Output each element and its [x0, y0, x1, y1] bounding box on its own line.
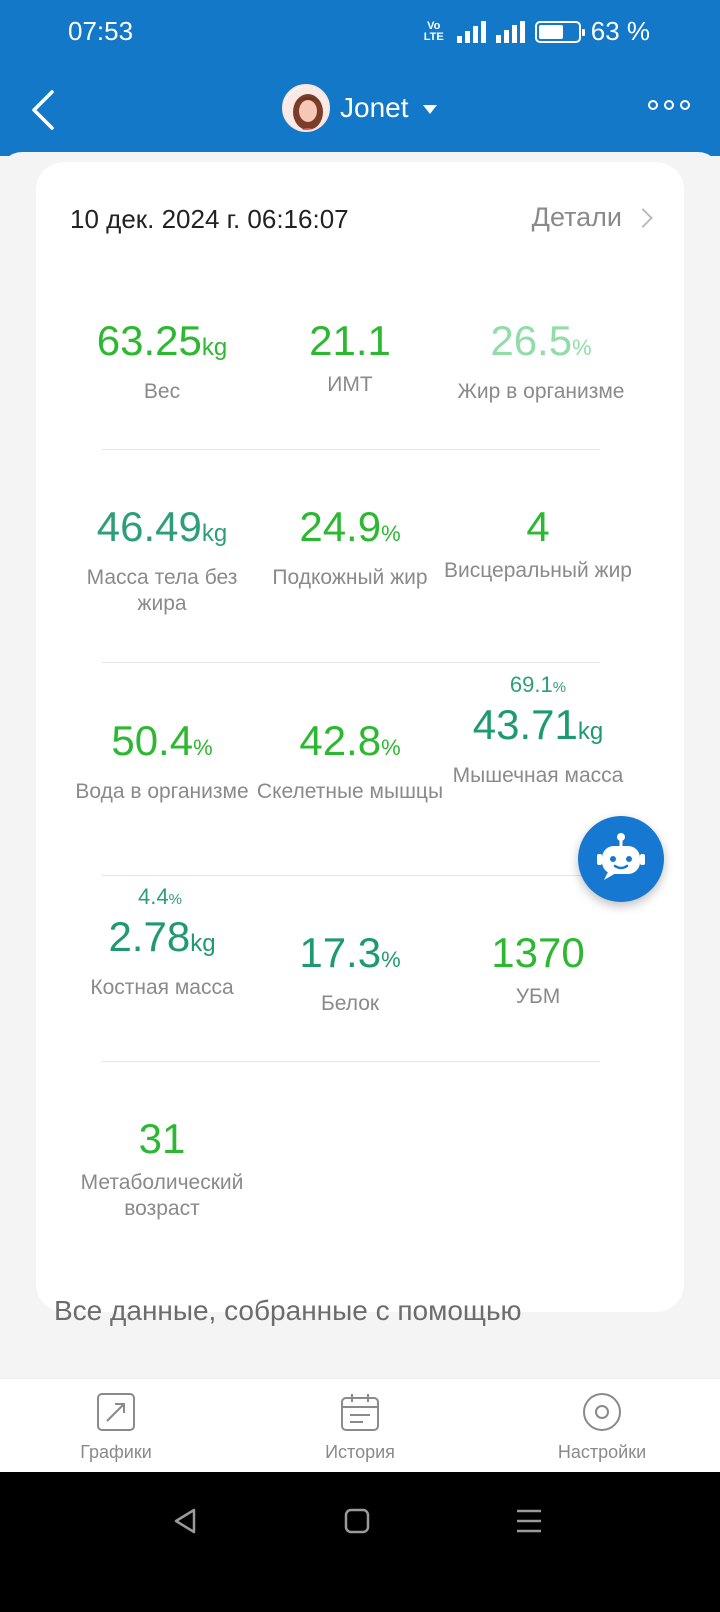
metric-body-fat[interactable]: 26.5% Жир в организме [436, 318, 646, 405]
metric-value: 2.78 [108, 913, 191, 960]
metric-protein[interactable]: 17.3% Белок [250, 930, 450, 1017]
metric-label: Вода в организме [75, 780, 249, 803]
metric-label: Белок [320, 992, 380, 1015]
footer-info-text: Все данные, собранные с помощью [54, 1295, 522, 1326]
metric-value: 24.9 [299, 503, 382, 550]
avatar-icon [284, 86, 328, 130]
nav-label: История [325, 1442, 395, 1462]
metric-secondary-unit: % [552, 679, 567, 696]
metric-unit: % [381, 521, 401, 546]
status-bar: 07:53 Vo LTE 63 % [0, 0, 720, 66]
chart-trend-icon [97, 1393, 135, 1431]
metric-value: 4 [526, 503, 550, 550]
details-link[interactable]: Детали [531, 202, 653, 233]
status-time: 07:53 [68, 16, 134, 46]
measurement-card: 10 дек. 2024 г. 06:16:07 Детали 63.25kg … [36, 162, 684, 1312]
volte-icon: Vo LTE [423, 19, 444, 43]
metric-weight[interactable]: 63.25kg Вес [62, 318, 262, 405]
metric-label: Жир в организме [457, 380, 625, 403]
metric-subcutaneous-fat[interactable]: 24.9% Подкожный жир [250, 504, 450, 591]
metric-value: 42.8 [299, 717, 382, 764]
bottom-nav: Графики История Настройки [0, 1378, 720, 1472]
metric-muscle-mass[interactable]: 69.1% 43.71kg Мышечная масса [438, 672, 638, 789]
measurement-datetime: 10 дек. 2024 г. 06:16:07 [70, 204, 349, 234]
metric-unit: kg [577, 718, 604, 745]
battery-percent: 63 % [590, 16, 650, 46]
metric-label: Скелетные мышцы [256, 780, 444, 803]
metric-unit: % [572, 335, 592, 360]
back-icon[interactable] [26, 88, 66, 132]
app-top-bar: 07:53 Vo LTE 63 % [0, 0, 720, 156]
metric-value: 21.1 [309, 317, 391, 364]
metric-label: Костная масса [90, 976, 234, 999]
metric-label: ИМТ [327, 373, 373, 396]
nav-label: Настройки [557, 1442, 647, 1462]
metric-bmi[interactable]: 21.1 ИМТ [250, 318, 450, 398]
metric-secondary: 69.1 [509, 672, 553, 697]
metric-unit: % [381, 947, 401, 972]
battery-icon [534, 20, 585, 43]
more-icon[interactable] [648, 100, 690, 110]
metric-unit: kg [201, 520, 228, 547]
caret-down-icon [422, 104, 437, 114]
metric-value: 50.4 [111, 717, 194, 764]
metric-value: 63.25 [96, 317, 202, 364]
metric-value: 26.5 [490, 317, 573, 364]
metric-label: Висцеральный жир [444, 559, 632, 582]
metric-value: 17.3 [299, 929, 382, 976]
metric-body-water[interactable]: 50.4% Вода в организме [62, 718, 262, 805]
robot-chat-icon [597, 833, 645, 880]
metric-secondary: 4.4 [138, 884, 169, 909]
nav-charts[interactable]: Графики [46, 1391, 186, 1463]
signal-strength-icon [456, 20, 486, 43]
metric-bone-mass[interactable]: 4.4% 2.78kg Костная масса [62, 884, 262, 1001]
metric-skeletal-muscle[interactable]: 42.8% Скелетные мышцы [250, 718, 450, 805]
metric-unit: kg [201, 334, 228, 361]
recents-lines-icon[interactable] [514, 1506, 544, 1536]
divider [102, 1061, 600, 1062]
nav-settings[interactable]: Настройки [532, 1391, 672, 1463]
metric-label: Масса тела без жира [86, 566, 238, 615]
metric-bmr[interactable]: 1370 УБМ [438, 930, 638, 1010]
back-triangle-icon[interactable] [170, 1506, 200, 1536]
calendar-icon [341, 1394, 379, 1431]
metric-label: Вес [143, 380, 181, 403]
status-icons: Vo LTE 63 % [421, 16, 650, 47]
chatbot-button[interactable] [578, 816, 664, 902]
divider [102, 875, 600, 876]
nav-label: Графики [80, 1442, 152, 1462]
metric-unit: % [381, 735, 401, 760]
metric-unit: % [193, 735, 213, 760]
divider [102, 449, 600, 450]
metric-label: УБМ [515, 985, 561, 1008]
chevron-right-icon [633, 207, 653, 228]
details-label: Детали [531, 202, 622, 232]
metric-visceral-fat[interactable]: 4 Висцеральный жир [438, 504, 638, 584]
signal-strength-2-icon [495, 20, 525, 43]
app-header: Jonet [0, 70, 720, 150]
metric-value: 1370 [491, 929, 585, 976]
nav-history[interactable]: История [290, 1391, 430, 1463]
system-nav-bar [0, 1472, 720, 1612]
home-square-icon[interactable] [342, 1506, 372, 1536]
metric-unit: kg [190, 930, 216, 957]
metric-label: Мышечная масса [452, 764, 624, 787]
metric-metabolic-age[interactable]: 31 Метаболический возраст [62, 1116, 262, 1222]
metric-secondary-unit: % [168, 891, 182, 908]
divider [102, 662, 600, 663]
user-name: Jonet [340, 92, 409, 123]
metric-value: 31 [138, 1115, 186, 1162]
metric-label: Метаболический возраст [80, 1171, 244, 1220]
metric-value: 46.49 [96, 503, 202, 550]
avatar [282, 84, 330, 132]
metric-fat-free-mass[interactable]: 46.49kg Масса тела без жира [62, 504, 262, 617]
metric-value: 43.71 [472, 701, 578, 748]
user-switcher[interactable]: Jonet [282, 84, 437, 132]
metric-label: Подкожный жир [272, 566, 428, 589]
settings-circle-icon [583, 1393, 621, 1431]
